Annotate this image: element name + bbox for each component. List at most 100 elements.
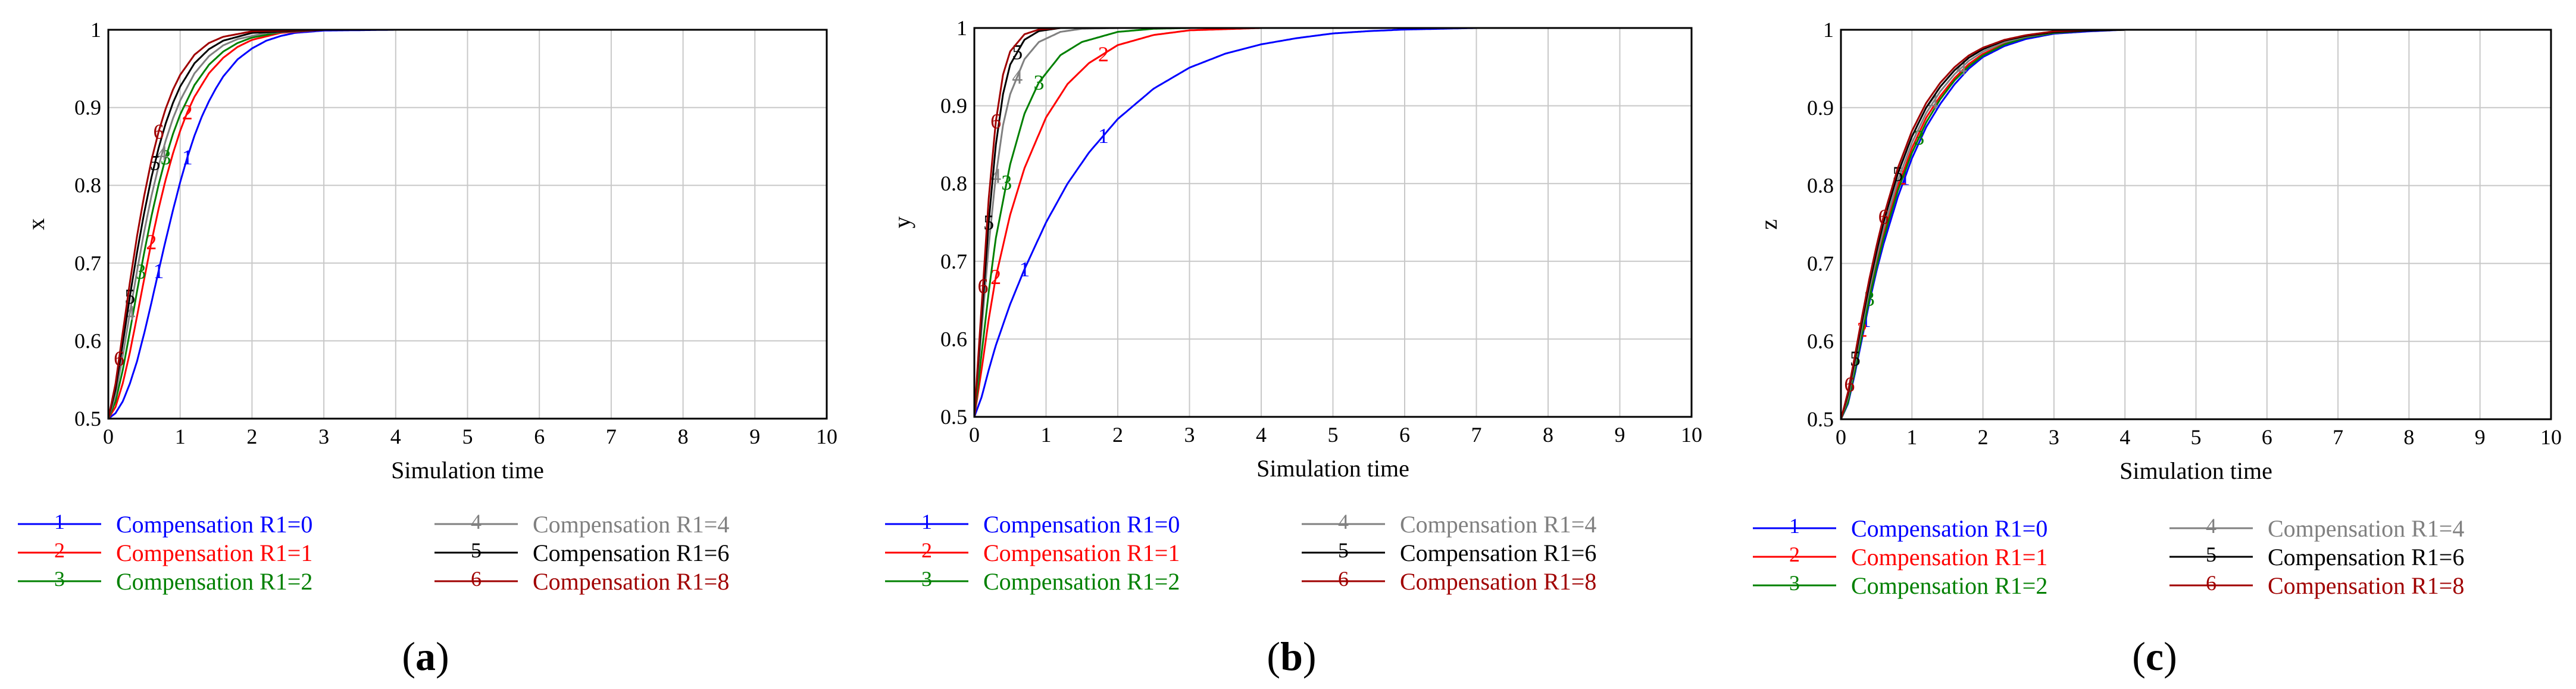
legend-marker: 1 — [54, 510, 65, 534]
legend-item-6: 6 Compensation R1=8 — [2169, 571, 2464, 599]
x-tick-label: 2 — [1978, 425, 1989, 449]
x-tick-label: 0 — [1836, 425, 1846, 449]
x-tick-label: 5 — [1328, 423, 1339, 447]
series-marker-6: 6 — [977, 275, 988, 298]
x-tick-label: 2 — [246, 425, 257, 448]
x-tick-label: 5 — [2191, 425, 2202, 449]
plot-frame — [1840, 29, 2552, 420]
legend-marker: 4 — [1338, 510, 1349, 534]
y-tick-label: 0.5 — [1807, 407, 1834, 431]
series-marker-2: 2 — [182, 100, 193, 124]
y-tick-label: 0.8 — [940, 172, 967, 195]
chart-panel-a: 0 1 2 3 4 5 6 7 8 9 100.50.60.70.80.91112233445566… — [18, 18, 837, 679]
series-marker-6: 6 — [1844, 373, 1855, 397]
x-tick-label: 3 — [1184, 423, 1195, 447]
y-axis-label: x — [23, 219, 49, 230]
legend-marker: 2 — [1789, 543, 1800, 566]
y-tick-label: 0.5 — [940, 405, 967, 429]
series-marker-2: 2 — [146, 230, 157, 254]
legend-item-2: 2 Compensation R1=1 — [18, 538, 312, 566]
y-tick-label: 0.6 — [940, 327, 967, 351]
legend-marker: 3 — [54, 567, 65, 591]
y-tick-label: 0.9 — [1807, 96, 1834, 120]
legend-marker: 6 — [2206, 571, 2217, 595]
y-tick-label: 0.8 — [74, 173, 101, 197]
chart-panel-c: 0 1 2 3 4 5 6 7 8 9 100.50.60.70.80.91112233445566… — [1753, 18, 2562, 679]
x-tick-label: 6 — [2262, 425, 2272, 449]
legend-item-1: 1 Compensation R1=0 — [1753, 514, 2047, 542]
legend-marker: 3 — [921, 567, 932, 591]
legend: 1 Compensation R1=0 2 Compensation R1=1 3 Com… — [1753, 514, 2464, 599]
x-tick-label: 0 — [969, 423, 980, 447]
legend-marker: 4 — [471, 510, 482, 534]
y-axis-label: y — [889, 217, 915, 229]
x-tick-label: 4 — [390, 425, 401, 448]
legend-item-6: 6 Compensation R1=8 — [434, 567, 729, 595]
x-axis-label: Simulation time — [2119, 457, 2272, 484]
legend-item-4: 4 Compensation R1=4 — [2169, 514, 2464, 542]
legend-marker: 5 — [1338, 538, 1349, 562]
legend-item-5: 5 Compensation R1=6 — [2169, 543, 2464, 570]
series-marker-5: 5 — [983, 211, 994, 235]
legend-item-6: 6 Compensation R1=8 — [1302, 567, 1596, 595]
y-tick-label: 1 — [1823, 18, 1834, 42]
x-tick-label: 1 — [1041, 423, 1052, 447]
series-marker-6: 6 — [114, 347, 124, 370]
legend-item-2: 2 Compensation R1=1 — [1753, 543, 2047, 570]
legend-item-5: 5 Compensation R1=6 — [434, 538, 729, 566]
legend-item-5: 5 Compensation R1=6 — [1302, 538, 1596, 566]
x-tick-label: 7 — [606, 425, 617, 448]
legend-label: Compensation R1=1 — [983, 540, 1180, 566]
series-marker-3: 3 — [1033, 70, 1044, 94]
x-tick-label: 1 — [1906, 425, 1917, 449]
x-tick-label: 5 — [462, 425, 473, 448]
legend-label: Compensation R1=4 — [2268, 515, 2464, 542]
series-marker-4: 4 — [1012, 65, 1023, 89]
y-tick-label: 1 — [90, 18, 101, 42]
y-tick-label: 0.5 — [74, 407, 101, 431]
y-axis-label: z — [1755, 219, 1782, 230]
y-tick-label: 0.8 — [1807, 174, 1834, 198]
legend-label: Compensation R1=1 — [116, 540, 312, 566]
legend-label: Compensation R1=8 — [2268, 572, 2464, 599]
legend-marker: 2 — [54, 538, 65, 562]
plot-frame — [107, 29, 828, 420]
panel-label: (c) — [2132, 634, 2177, 679]
legend-label: Compensation R1=0 — [983, 511, 1180, 538]
x-tick-label: 1 — [175, 425, 186, 448]
legend-marker: 5 — [471, 538, 482, 562]
legend-label: Compensation R1=0 — [116, 511, 312, 538]
series-marker-3: 3 — [1001, 171, 1012, 195]
y-tick-label: 0.7 — [74, 251, 101, 275]
legend-item-3: 3 Compensation R1=2 — [18, 567, 312, 595]
x-tick-label: 7 — [2333, 425, 2343, 449]
legend-marker: 1 — [1789, 514, 1800, 538]
legend-label: Compensation R1=6 — [2268, 544, 2464, 570]
series-marker-2: 2 — [990, 265, 1001, 289]
legend-label: Compensation R1=4 — [533, 511, 729, 538]
y-tick-label: 0.9 — [74, 96, 101, 120]
panel-label: (a) — [402, 634, 449, 679]
series-marker-1: 1 — [1098, 124, 1109, 148]
legend-label: Compensation R1=2 — [1851, 572, 2047, 599]
x-tick-label: 6 — [1399, 423, 1410, 447]
legend-item-2: 2 Compensation R1=1 — [885, 538, 1180, 566]
y-tick-label: 0.7 — [1807, 251, 1834, 275]
legend-item-4: 4 Compensation R1=4 — [434, 510, 729, 538]
x-tick-label: 8 — [1543, 423, 1553, 447]
x-tick-label: 10 — [1681, 423, 1702, 447]
legend-marker: 3 — [1789, 571, 1800, 595]
legend-label: Compensation R1=8 — [1400, 568, 1596, 595]
x-axis-label: Simulation time — [1256, 455, 1409, 482]
x-tick-label: 7 — [1471, 423, 1482, 447]
series-marker-6: 6 — [990, 110, 1001, 133]
legend-label: Compensation R1=6 — [1400, 540, 1596, 566]
chart-panel-b: 0 1 2 3 4 5 6 7 8 9 100.50.60.70.80.91112233445566… — [885, 16, 1702, 679]
legend: 1 Compensation R1=0 2 Compensation R1=1 3 Com… — [18, 510, 729, 595]
series-marker-1: 1 — [1899, 166, 1910, 190]
legend-item-4: 4 Compensation R1=4 — [1302, 510, 1596, 538]
series-marker-1: 1 — [153, 259, 164, 283]
x-tick-label: 8 — [678, 425, 689, 448]
x-tick-label: 9 — [1615, 423, 1625, 447]
